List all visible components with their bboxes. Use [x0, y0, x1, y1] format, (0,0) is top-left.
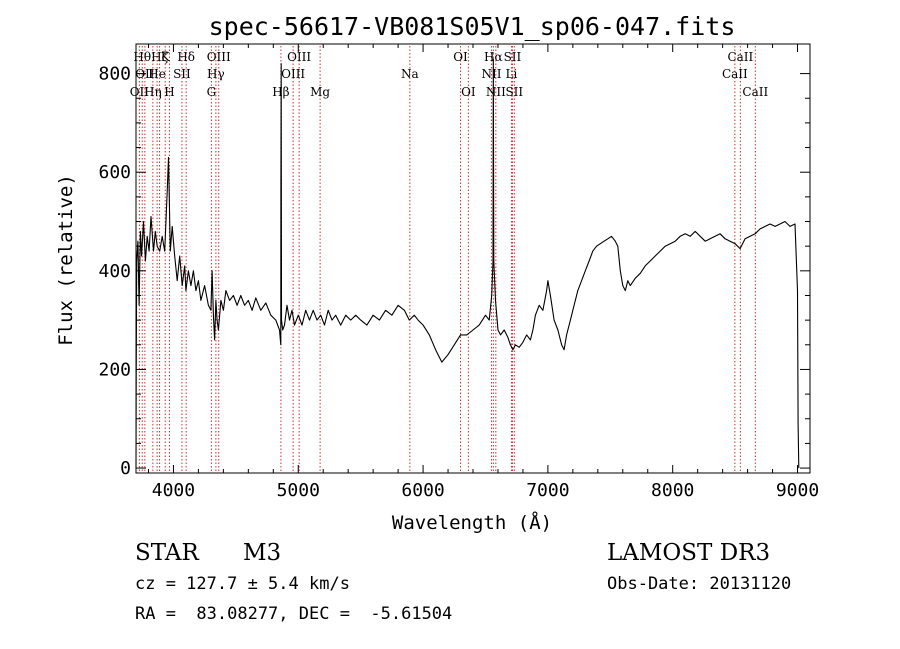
y-tick-label: 600: [98, 162, 131, 183]
spectral-line-label: CaII: [722, 67, 748, 81]
spectral-line-label: OIII: [281, 67, 305, 81]
survey-name: LAMOST DR3: [607, 540, 771, 566]
spectral-line-label: He: [148, 67, 166, 81]
x-tick-label: 4000: [152, 480, 195, 501]
spectral-line-label: Hα: [484, 50, 503, 64]
spectral-line-label: Li: [506, 67, 518, 81]
spectral-line-label: H: [164, 85, 174, 99]
spectral-line-label: SII: [504, 50, 522, 64]
y-tick-label: 400: [98, 261, 131, 282]
spectral-line-label: Hζ: [151, 50, 168, 64]
spectral-subclass: M3: [243, 540, 282, 566]
y-tick-label: 800: [98, 64, 131, 85]
plot-frame: [135, 43, 811, 474]
spectral-line-label: OII: [130, 85, 150, 99]
x-axis-label: Wavelength (Å): [392, 511, 552, 534]
spectral-line-label: CaII: [727, 50, 753, 64]
spectral-line-label: G: [207, 85, 217, 99]
observation-date: Obs-Date: 20131120: [607, 574, 792, 594]
x-tick-label: 5000: [277, 480, 320, 501]
axis-ticks: 4000 5000 6000 7000 8000 9000 0 200 400 600 800: [98, 44, 819, 501]
spectral-line-label: NII: [481, 67, 501, 81]
spectral-line-label: Hη: [144, 85, 162, 99]
spectral-line-label: Hγ: [207, 67, 225, 81]
spectral-line-label: OIII: [207, 50, 231, 64]
spectral-line-label: OI: [461, 85, 476, 99]
redshift-velocity: cz = 127.7 ± 5.4 km/s: [135, 574, 350, 594]
spectral-line-label: NII: [486, 85, 506, 99]
spectral-line-label: Hθ: [133, 50, 151, 64]
x-tick-label: 9000: [776, 480, 819, 501]
y-axis-label: Flux (relative): [55, 174, 77, 346]
y-tick-label: 200: [98, 359, 131, 380]
spectral-line-label: Na: [401, 67, 419, 81]
x-tick-label: 7000: [526, 480, 569, 501]
chart-title: spec-56617-VB081S05V1_sp06-047.fits: [209, 12, 736, 41]
spectral-line-label: Mg: [310, 85, 330, 99]
spectral-line-label: OIII: [287, 50, 311, 64]
y-tick-label: 0: [120, 458, 131, 479]
x-tick-label: 8000: [651, 480, 694, 501]
spectral-line-labels: OIIHθOIIHηHeHζKHSIIHδGHγOIIIHβOIIIOIIIMg…: [130, 50, 769, 99]
spectral-line-label: K: [161, 50, 171, 64]
object-type: STAR: [135, 540, 199, 566]
spectral-line-label: SII: [173, 67, 191, 81]
spectral-line-label: Hδ: [177, 50, 195, 64]
spectral-line-markers: [138, 46, 756, 473]
sky-coordinates: RA = 83.08277, DEC = -5.61504: [135, 604, 453, 624]
spectrum-series: [135, 58, 800, 469]
spectral-line-label: SII: [505, 85, 523, 99]
spectral-line-label: OI: [453, 50, 468, 64]
x-tick-label: 6000: [401, 480, 444, 501]
spectral-line-label: CaII: [742, 85, 768, 99]
spectrum-line-flux: [135, 58, 800, 469]
